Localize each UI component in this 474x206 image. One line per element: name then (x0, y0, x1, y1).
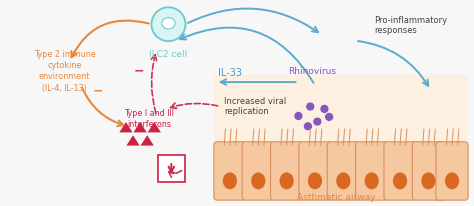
Ellipse shape (336, 172, 350, 189)
Ellipse shape (421, 172, 436, 189)
FancyBboxPatch shape (436, 142, 468, 200)
Circle shape (313, 117, 322, 126)
Ellipse shape (308, 172, 322, 189)
FancyBboxPatch shape (214, 142, 246, 200)
Polygon shape (141, 135, 154, 146)
Text: −: − (134, 65, 144, 78)
Text: ILC2 cell: ILC2 cell (149, 50, 188, 59)
Circle shape (306, 102, 315, 111)
Circle shape (294, 111, 303, 120)
Ellipse shape (251, 172, 265, 189)
Text: Rhinovirus: Rhinovirus (289, 67, 337, 76)
Polygon shape (134, 122, 147, 132)
FancyBboxPatch shape (412, 142, 445, 200)
FancyBboxPatch shape (356, 142, 388, 200)
Ellipse shape (280, 172, 294, 189)
Ellipse shape (445, 172, 459, 189)
Text: Type 2 immune
cytokine
environment
(IL-4, IL-13): Type 2 immune cytokine environment (IL-4… (34, 50, 95, 93)
Text: Pro-inflammatory
responses: Pro-inflammatory responses (374, 16, 447, 35)
Circle shape (325, 112, 334, 121)
Ellipse shape (223, 172, 237, 189)
Polygon shape (119, 122, 133, 132)
Polygon shape (148, 122, 161, 132)
Text: Increased viral
replication: Increased viral replication (224, 97, 286, 116)
Ellipse shape (162, 18, 175, 29)
Circle shape (152, 7, 185, 41)
Circle shape (303, 122, 312, 131)
Text: IL-33: IL-33 (218, 68, 242, 78)
FancyBboxPatch shape (327, 142, 359, 200)
FancyBboxPatch shape (242, 142, 274, 200)
FancyBboxPatch shape (384, 142, 416, 200)
Circle shape (320, 104, 329, 113)
Text: −: − (92, 85, 103, 98)
Text: Asthmatic airway: Asthmatic airway (297, 193, 375, 202)
Polygon shape (127, 135, 140, 146)
FancyBboxPatch shape (271, 142, 303, 200)
FancyBboxPatch shape (299, 142, 331, 200)
FancyBboxPatch shape (158, 156, 184, 182)
FancyBboxPatch shape (214, 75, 468, 202)
Ellipse shape (393, 172, 407, 189)
Text: Type I and III
interferons: Type I and III interferons (125, 109, 174, 129)
Ellipse shape (365, 172, 379, 189)
